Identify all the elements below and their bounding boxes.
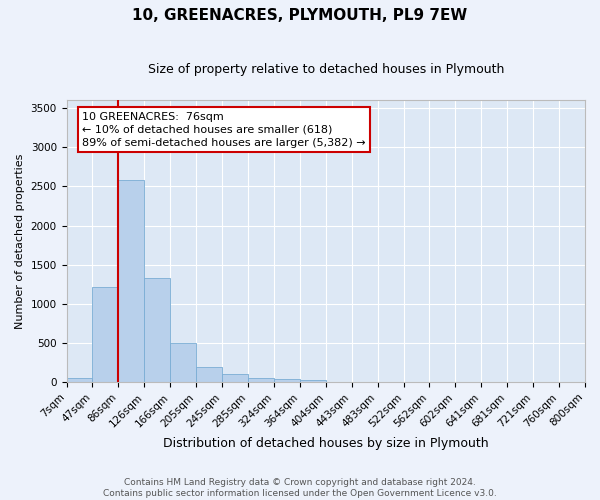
Bar [170,343,196,382]
Bar [67,378,92,382]
Title: Size of property relative to detached houses in Plymouth: Size of property relative to detached ho… [148,62,504,76]
Bar [92,286,118,382]
Y-axis label: Number of detached properties: Number of detached properties [15,154,25,329]
Bar [274,379,300,382]
Bar [222,374,248,382]
Bar [118,180,144,382]
Bar [144,278,170,382]
Bar [248,378,274,382]
Text: 10 GREENACRES:  76sqm
← 10% of detached houses are smaller (618)
89% of semi-det: 10 GREENACRES: 76sqm ← 10% of detached h… [82,112,366,148]
X-axis label: Distribution of detached houses by size in Plymouth: Distribution of detached houses by size … [163,437,488,450]
Bar [300,380,326,382]
Text: 10, GREENACRES, PLYMOUTH, PL9 7EW: 10, GREENACRES, PLYMOUTH, PL9 7EW [133,8,467,22]
Text: Contains HM Land Registry data © Crown copyright and database right 2024.
Contai: Contains HM Land Registry data © Crown c… [103,478,497,498]
Bar [196,367,222,382]
